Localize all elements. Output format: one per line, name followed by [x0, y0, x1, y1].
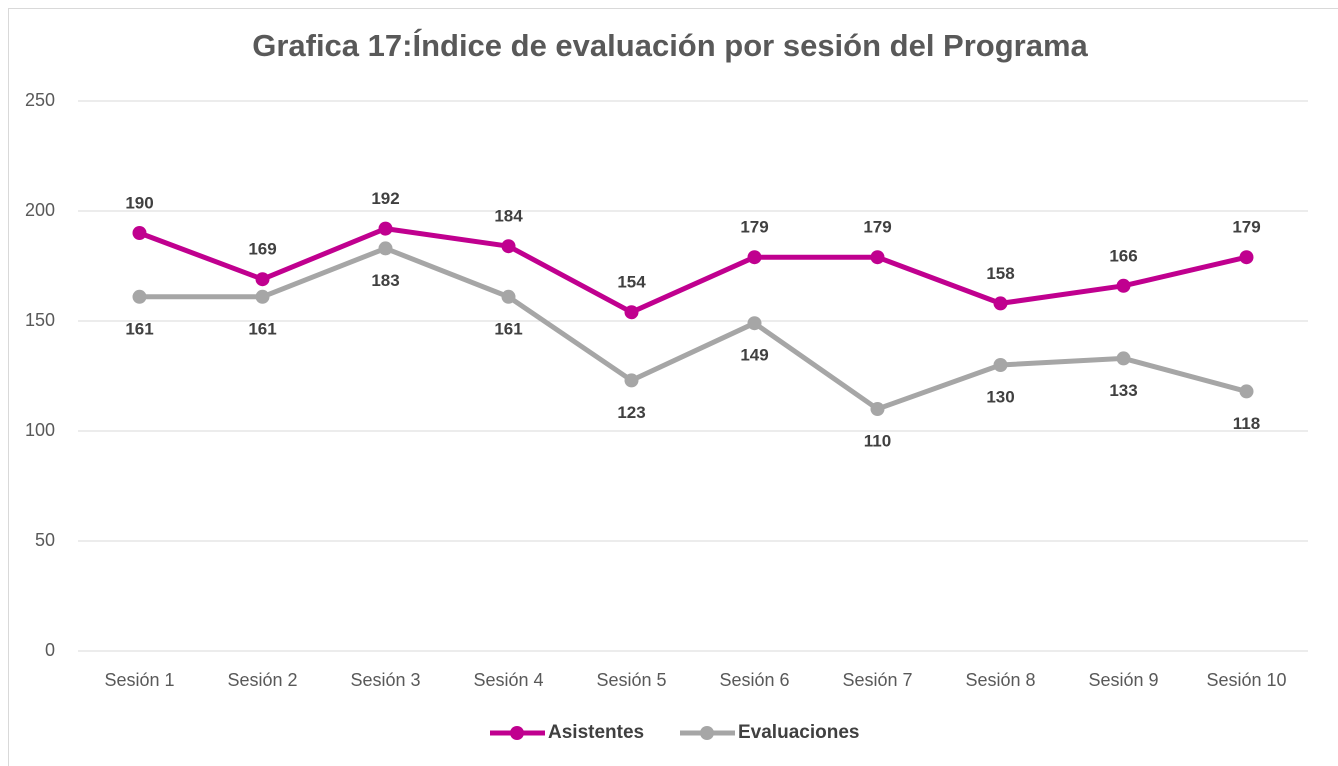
point: [1116, 351, 1131, 366]
legend-label: Evaluaciones: [738, 722, 859, 743]
point: [870, 402, 885, 416]
x-tick-label: Sesión 2: [227, 670, 297, 690]
y-tick-label: 200: [25, 200, 55, 220]
data-label: 110: [864, 431, 891, 450]
point: [747, 316, 762, 331]
point: [624, 373, 639, 388]
data-label: 118: [1233, 414, 1260, 433]
x-tick-label: Sesión 7: [842, 670, 912, 690]
point: [624, 305, 639, 320]
data-label: 192: [371, 189, 399, 208]
point: [501, 239, 516, 254]
point: [255, 272, 270, 287]
x-tick-label: Sesión 9: [1088, 670, 1158, 690]
y-tick-label: 100: [25, 420, 55, 440]
point: [993, 296, 1008, 311]
data-label: 133: [1109, 381, 1137, 400]
point: [747, 250, 762, 265]
data-label: 123: [617, 403, 645, 422]
x-tick-label: Sesión 6: [719, 670, 789, 690]
point: [378, 241, 393, 256]
data-label: 179: [740, 218, 768, 237]
data-label: 149: [740, 346, 768, 365]
y-tick-label: 0: [45, 640, 55, 660]
y-tick-label: 50: [35, 530, 55, 550]
x-tick-label: Sesión 5: [596, 670, 666, 690]
point: [1116, 278, 1131, 293]
y-tick-label: 250: [25, 90, 55, 110]
data-label: 158: [986, 264, 1014, 283]
data-label: 166: [1109, 246, 1137, 265]
data-label: 183: [371, 271, 399, 290]
point: [1239, 384, 1254, 399]
series-line: [138, 226, 1248, 315]
y-tick-label: 150: [25, 310, 55, 330]
x-tick-label: Sesión 3: [350, 670, 420, 690]
data-label: 190: [125, 193, 153, 212]
data-label: 179: [863, 218, 891, 237]
point: [870, 250, 885, 265]
point: [255, 289, 270, 304]
point: [132, 226, 147, 240]
data-label: 179: [1232, 218, 1260, 237]
data-label: 169: [248, 240, 276, 259]
x-tick-label: Sesión 10: [1206, 670, 1286, 690]
legend-marker: [510, 726, 524, 740]
data-label: 154: [617, 273, 646, 292]
point: [993, 358, 1008, 372]
x-tick-label: Sesión 8: [965, 670, 1035, 690]
point: [132, 289, 147, 304]
legend-label: Asistentes: [548, 722, 644, 743]
x-tick-label: Sesión 4: [473, 670, 543, 690]
x-tick-label: Sesión 1: [104, 670, 174, 690]
chart-border: [8, 8, 1338, 766]
data-label: 161: [494, 319, 522, 338]
data-label: 161: [248, 319, 276, 338]
data-label: 161: [125, 319, 153, 338]
point: [501, 289, 516, 304]
legend-marker: [700, 726, 714, 740]
chart-title: Grafica 17:Índice de evaluación por sesi…: [252, 28, 1088, 63]
point: [378, 221, 393, 236]
series-line: [139, 245, 1248, 412]
point: [1239, 250, 1254, 265]
data-label: 184: [494, 207, 523, 226]
data-label: 130: [986, 387, 1014, 406]
